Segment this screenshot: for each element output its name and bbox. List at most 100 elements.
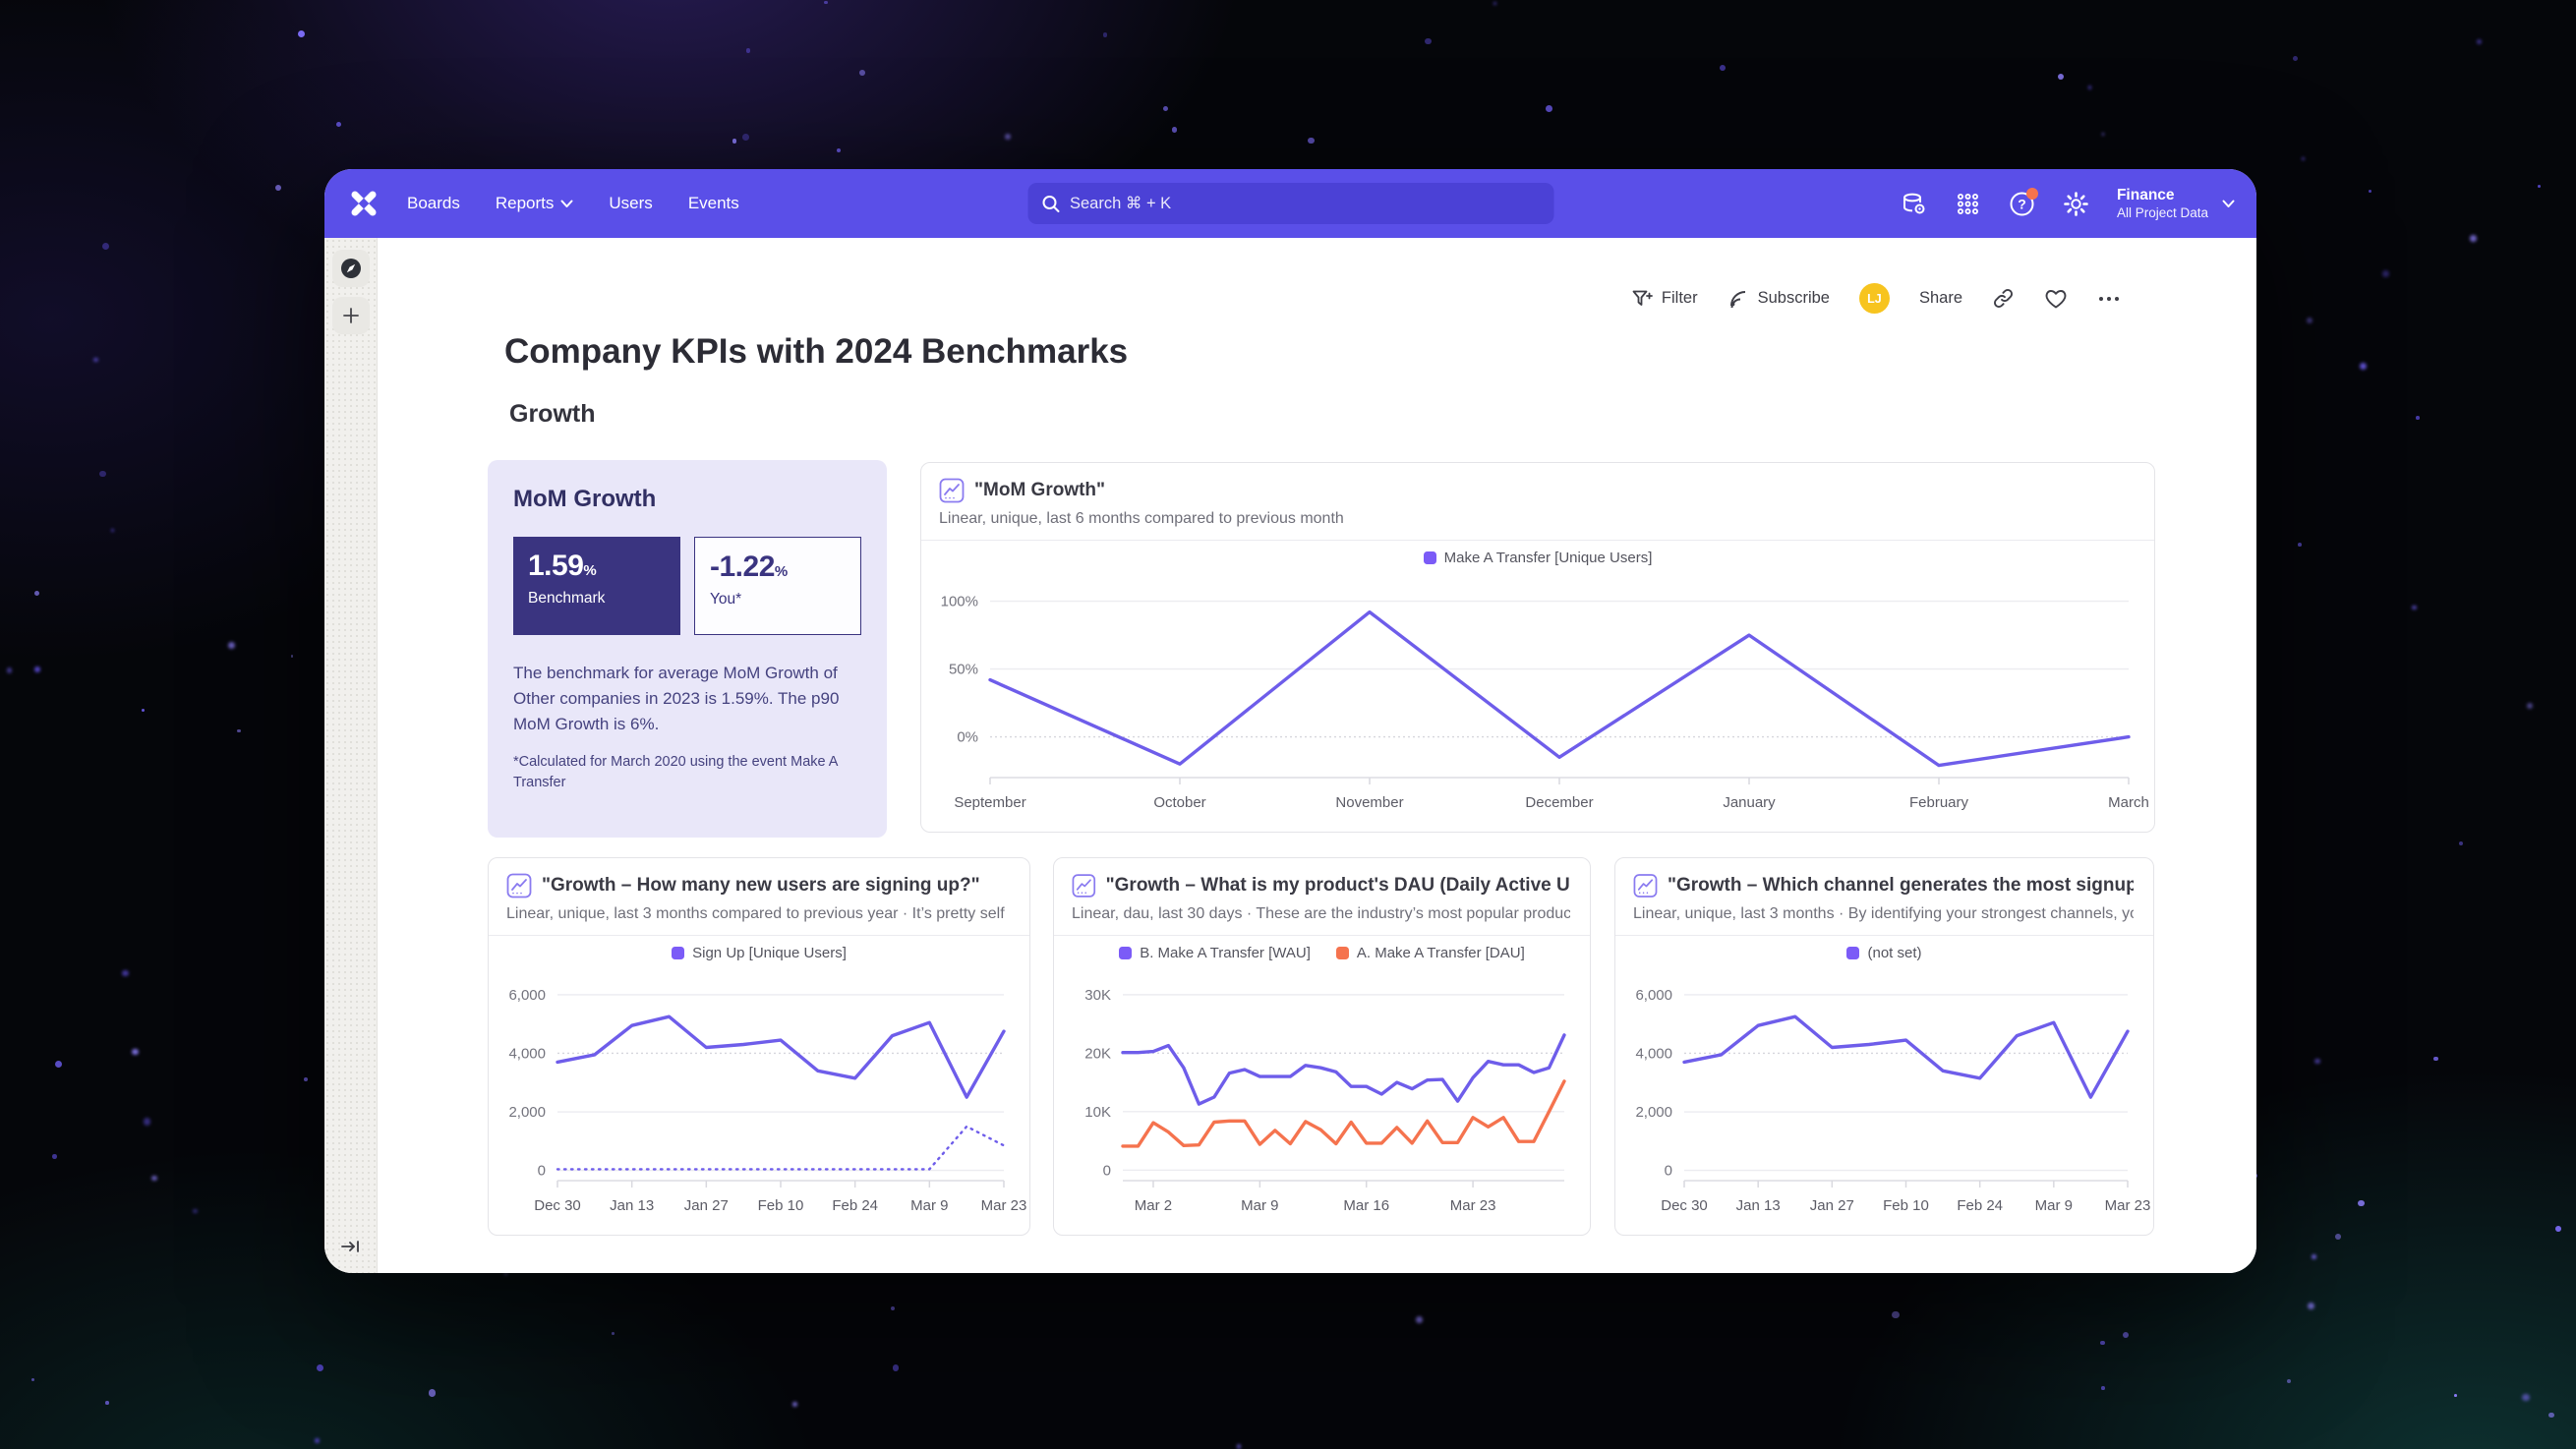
report-card-channels: "Growth – Which channel generates the mo… <box>1614 857 2154 1236</box>
nav-item-users[interactable]: Users <box>609 194 653 212</box>
star-dot <box>33 591 39 597</box>
nav-item-events[interactable]: Events <box>687 194 739 212</box>
filter-label: Filter <box>1661 289 1698 307</box>
star-dot <box>2307 1302 2315 1310</box>
report-card-mom-growth: "MoM Growth" Linear, unique, last 6 mont… <box>920 462 2155 833</box>
line-chart[interactable]: 6,000 4,000 2,000 0 Dec 30 Jan 13 Jan 27 Feb 10… <box>489 968 1029 1235</box>
subscribe-button[interactable]: Subscribe <box>1727 288 1830 310</box>
star-dot <box>297 29 305 37</box>
kpi-you: -1.22% You* <box>694 537 861 635</box>
chart-legend: B. Make A Transfer [WAU] A. Make A Transf… <box>1054 938 1590 968</box>
star-dot <box>1493 1 1497 5</box>
line-chart[interactable]: 100% 50% 0% September October November Decembe… <box>921 573 2154 832</box>
help-icon[interactable]: ? <box>2009 187 2038 217</box>
star-dot <box>122 970 129 977</box>
data-management-icon[interactable] <box>1901 191 1927 217</box>
svg-text:4,000: 4,000 <box>508 1045 546 1062</box>
report-title[interactable]: "MoM Growth" <box>974 480 1106 500</box>
legend-item[interactable]: A. Make A Transfer [DAU] <box>1335 945 1525 961</box>
star-dot <box>2292 55 2298 61</box>
chart-legend: Make A Transfer [Unique Users] <box>921 543 2154 573</box>
star-dot <box>2459 841 2464 846</box>
nav-item-reports[interactable]: Reports <box>496 194 574 213</box>
svg-text:October: October <box>1153 794 1205 811</box>
section-title: Growth <box>509 400 596 428</box>
star-dot <box>2312 1253 2317 1259</box>
svg-text:Mar 9: Mar 9 <box>910 1197 948 1214</box>
legend-swatch <box>1423 551 1436 564</box>
project-switcher[interactable]: Finance All Project Data <box>2117 186 2235 221</box>
report-title[interactable]: "Growth – How many new users are signing… <box>542 875 980 896</box>
report-icon <box>1072 874 1096 898</box>
star-dot <box>2306 318 2313 324</box>
search-input[interactable]: Search ⌘ + K <box>1027 183 1553 224</box>
star-dot <box>742 134 749 142</box>
svg-text:Mar 2: Mar 2 <box>1135 1197 1172 1214</box>
svg-text:0: 0 <box>538 1163 546 1180</box>
kpi-benchmark-label: Benchmark <box>528 590 606 607</box>
share-button[interactable]: Share <box>1919 289 1962 308</box>
legend-label: Make A Transfer [Unique Users] <box>1443 550 1653 566</box>
legend-item[interactable]: (not set) <box>1846 945 1922 961</box>
line-chart[interactable]: 30K 20K 10K 0 Mar 2 Mar 9 Mar 16 Mar 23 <box>1054 968 1590 1235</box>
legend-item[interactable]: B. Make A Transfer [WAU] <box>1119 945 1311 961</box>
svg-text:Mar 9: Mar 9 <box>2035 1197 2073 1214</box>
more-options-button[interactable] <box>2097 295 2121 303</box>
star-dot <box>745 48 751 53</box>
settings-icon[interactable] <box>2063 191 2089 217</box>
star-dot <box>2433 1056 2438 1062</box>
subscribe-label: Subscribe <box>1757 289 1830 307</box>
mixpanel-logo-icon <box>351 191 377 216</box>
favorite-button[interactable] <box>2044 288 2068 310</box>
svg-text:December: December <box>1525 794 1593 811</box>
star-dot <box>192 1208 198 1214</box>
legend-item[interactable]: Sign Up [Unique Users] <box>672 945 847 961</box>
star-dot <box>101 242 110 251</box>
star-dot <box>2122 1331 2130 1339</box>
svg-text:September: September <box>954 794 1025 811</box>
star-dot <box>314 1437 321 1443</box>
star-dot <box>2314 1058 2320 1065</box>
chart-svg-product-dau: 30K 20K 10K 0 Mar 2 Mar 9 Mar 16 Mar 23 <box>1084 987 1566 1214</box>
star-dot <box>227 641 235 649</box>
filter-icon <box>1632 290 1653 306</box>
star-dot <box>890 1306 895 1311</box>
star-dot <box>151 1175 157 1181</box>
star-dot <box>1236 1443 1242 1449</box>
apps-grid-icon[interactable] <box>1955 191 1981 217</box>
report-title[interactable]: "Growth – Which channel generates the mo… <box>1667 875 2134 896</box>
expand-sidebar-button[interactable] <box>336 1232 366 1261</box>
star-dot <box>2101 1386 2106 1390</box>
star-dot <box>99 470 106 478</box>
star-dot <box>2334 1234 2341 1240</box>
star-dot <box>6 667 13 673</box>
mixpanel-logo[interactable] <box>346 186 381 221</box>
star-dot <box>2470 235 2477 242</box>
svg-text:Mar 23: Mar 23 <box>981 1197 1027 1214</box>
new-board-button[interactable] <box>332 297 370 334</box>
star-dot <box>791 1401 797 1407</box>
report-card-header: "MoM Growth" Linear, unique, last 6 mont… <box>921 463 2154 541</box>
project-info: Finance All Project Data <box>2117 186 2208 221</box>
boards-home-button[interactable] <box>332 250 370 287</box>
svg-text:6,000: 6,000 <box>1635 987 1672 1004</box>
star-dot <box>611 1332 615 1336</box>
avatar[interactable]: LJ <box>1858 283 1890 314</box>
legend-label: Sign Up [Unique Users] <box>692 945 847 961</box>
svg-text:November: November <box>1335 794 1403 811</box>
report-title[interactable]: "Growth – What is my product's DAU (Dail… <box>1105 875 1570 896</box>
star-dot <box>2522 1394 2530 1402</box>
svg-text:Dec 30: Dec 30 <box>534 1197 581 1214</box>
nav-item-boards[interactable]: Boards <box>407 194 460 212</box>
subscribe-icon <box>1729 290 1745 308</box>
star-dot <box>2416 416 2420 420</box>
legend-item[interactable]: Make A Transfer [Unique Users] <box>1423 550 1653 566</box>
report-subtitle: Linear, unique, last 3 months · By ident… <box>1633 905 2134 922</box>
line-chart[interactable]: 6,000 4,000 2,000 0 Dec 30 Jan 13 Jan 27 Feb 10… <box>1615 968 2153 1235</box>
left-sidebar <box>324 238 378 1273</box>
copy-link-button[interactable] <box>1992 287 2015 310</box>
star-dot <box>2548 1412 2554 1418</box>
top-navbar: Boards Reports Users Events Search ⌘ + K <box>324 169 2256 238</box>
filter-button[interactable]: Filter <box>1631 288 1698 310</box>
svg-text:January: January <box>1723 794 1776 811</box>
